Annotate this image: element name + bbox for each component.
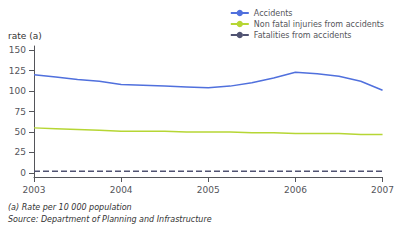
svg-text:Non fatal injuries from accide: Non fatal injuries from accidents [254, 20, 384, 29]
svg-text:2004: 2004 [110, 185, 133, 195]
svg-text:2005: 2005 [197, 185, 220, 195]
svg-text:Accidents: Accidents [254, 9, 293, 18]
svg-text:rate (a): rate (a) [8, 31, 42, 41]
svg-text:25: 25 [15, 147, 26, 157]
svg-text:0: 0 [20, 168, 26, 178]
svg-text:2007: 2007 [371, 185, 394, 195]
svg-text:150: 150 [9, 45, 26, 55]
svg-text:50: 50 [15, 127, 27, 137]
svg-text:(a) Rate per 10 000 population: (a) Rate per 10 000 population [8, 203, 132, 212]
svg-text:Source: Department of Planning: Source: Department of Planning and Infra… [8, 215, 212, 224]
svg-text:125: 125 [9, 66, 26, 76]
svg-text:2003: 2003 [23, 185, 46, 195]
svg-text:2006: 2006 [284, 185, 307, 195]
svg-text:100: 100 [9, 86, 26, 96]
svg-text:Fatalities from accidents: Fatalities from accidents [254, 31, 352, 40]
svg-text:75: 75 [15, 107, 26, 117]
